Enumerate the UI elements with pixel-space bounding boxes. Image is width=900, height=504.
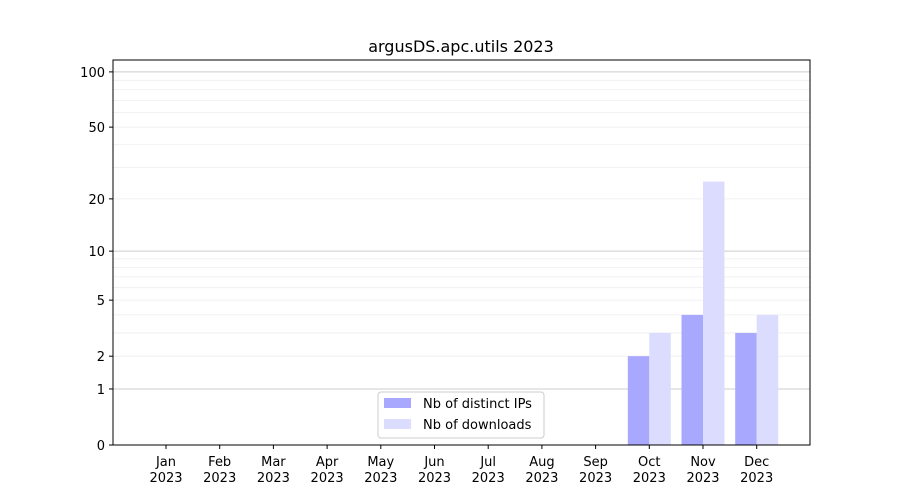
y-tick-label: 5 [97,294,105,309]
bar-distinct-ips [681,314,703,445]
y-tick-label: 0 [97,439,105,454]
bar-downloads [756,314,779,445]
x-tick-label: 2023 [472,471,505,486]
x-tick-label: 2023 [633,471,666,486]
bar-downloads [703,181,725,445]
x-tick-label: 2023 [257,471,290,486]
legend-swatch [384,398,411,408]
x-tick-label: Sep [583,455,608,470]
x-tick-label: 2023 [579,471,612,486]
x-tick-label: 2023 [740,471,773,486]
x-tick-label: 2023 [203,471,236,486]
x-tick-label: Feb [208,455,231,470]
x-tick-label: 2023 [149,471,182,486]
x-tick-label: 2023 [418,471,451,486]
x-tick-label: May [367,455,394,470]
y-tick-label: 20 [88,193,105,208]
bar-distinct-ips [735,332,757,445]
x-tick-label: Mar [261,455,286,470]
y-tick-label: 50 [88,121,105,136]
y-tick-label: 2 [97,350,105,365]
legend-box [377,391,545,439]
x-tick-label: Nov [690,455,716,470]
chart-title: argusDS.apc.utils 2023 [368,37,554,56]
y-tick-label: 1 [97,383,105,398]
x-tick-label: 2023 [525,471,558,486]
legend-label: Nb of distinct IPs [423,397,532,412]
x-tick-label: Oct [638,455,660,470]
legend-label: Nb of downloads [423,418,532,433]
bar-distinct-ips [627,356,650,445]
plot-frame [112,59,811,446]
x-tick-label: 2023 [311,471,344,486]
x-tick-label: Aug [529,455,554,470]
y-tick-label: 100 [80,66,105,81]
x-tick-label: Jun [423,455,444,470]
x-tick-label: 2023 [364,471,397,486]
legend: Nb of distinct IPs Nb of downloads [377,391,545,439]
bar-downloads [649,332,671,445]
legend-swatch [384,419,411,429]
x-tick-label: 2023 [686,471,719,486]
x-tick-label: Jan [155,455,176,470]
y-tick-label: 10 [88,245,105,260]
x-tick-label: Dec [744,455,769,470]
x-tick-label: Apr [316,455,339,470]
x-tick-label: Jul [479,455,496,470]
